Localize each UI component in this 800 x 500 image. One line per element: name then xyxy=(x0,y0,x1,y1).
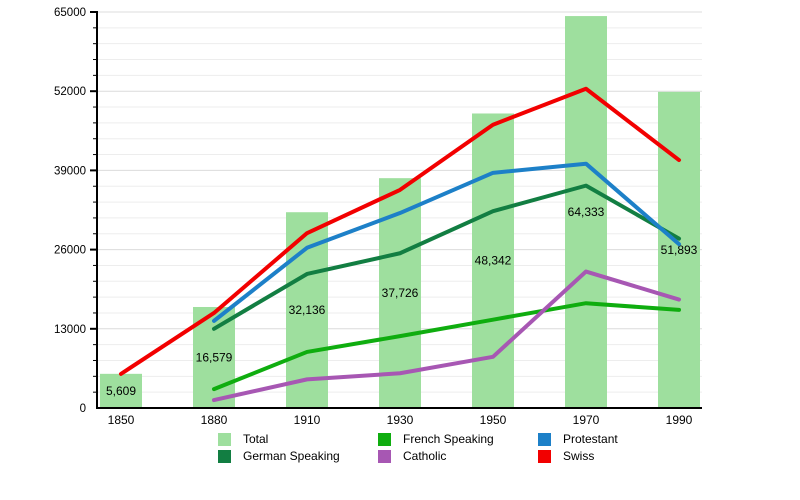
legend-label: French Speaking xyxy=(403,432,494,446)
x-tick-label: 1970 xyxy=(573,413,600,427)
line-german-speaking xyxy=(212,183,681,331)
legend-item-catholic: Catholic xyxy=(378,449,446,464)
bar-value-label: 16,579 xyxy=(196,350,233,364)
legend-item-protestant: Protestant xyxy=(538,432,618,447)
bar-value-label: 5,609 xyxy=(106,384,136,398)
y-tick-label: 0 xyxy=(80,403,86,415)
legend-label: Swiss xyxy=(563,449,595,463)
bar-value-label: 37,726 xyxy=(382,286,419,300)
legend-label: Catholic xyxy=(403,449,447,463)
legend-label: Total xyxy=(243,432,269,446)
y-tick-label: 13000 xyxy=(54,324,86,336)
protestant-swatch xyxy=(538,433,551,446)
legend-item-french-speaking: French Speaking xyxy=(378,432,494,447)
y-tick-label: 26000 xyxy=(54,245,86,257)
french-speaking-swatch xyxy=(378,433,391,446)
y-tick-label: 39000 xyxy=(54,165,86,177)
y-tick-label: 65000 xyxy=(54,7,86,19)
x-tick-label: 1850 xyxy=(108,413,135,427)
legend-item-swiss: Swiss xyxy=(538,449,594,464)
german-speaking-swatch xyxy=(218,450,231,463)
swiss-swatch xyxy=(538,450,551,463)
bar-value-label: 48,342 xyxy=(475,254,512,268)
x-tick-label: 1950 xyxy=(480,413,507,427)
population-chart: 5,609 16,579 32,136 37,726 48,342 64,333 51,89… xyxy=(54,7,702,427)
catholic-swatch xyxy=(378,450,391,463)
bar-value-label: 64,333 xyxy=(568,205,605,219)
bar-value-label: 51,893 xyxy=(661,243,698,257)
legend-item-german-speaking: German Speaking xyxy=(218,449,340,464)
total-swatch xyxy=(218,433,231,446)
x-tick-label: 1910 xyxy=(294,413,321,427)
y-tick-label: 52000 xyxy=(54,86,86,98)
total-bar xyxy=(100,373,142,408)
chart-canvas: 5,609 16,579 32,136 37,726 48,342 64,333 51,89… xyxy=(54,7,702,427)
line-swiss xyxy=(119,86,681,376)
line-protestant xyxy=(212,161,681,323)
legend-item-total: Total xyxy=(218,432,268,447)
legend-label: German Speaking xyxy=(243,449,340,463)
line-french-speaking xyxy=(212,301,681,392)
x-tick-label: 1880 xyxy=(201,413,228,427)
x-tick-label: 1990 xyxy=(666,413,693,427)
legend-label: Protestant xyxy=(563,432,618,446)
chart-legend: Total French Speaking Protestant German … xyxy=(0,426,800,500)
x-tick-label: 1930 xyxy=(387,413,414,427)
total-bar xyxy=(565,16,607,409)
line-catholic xyxy=(212,269,681,403)
total-bar xyxy=(658,91,700,409)
bar-value-label: 32,136 xyxy=(289,303,326,317)
